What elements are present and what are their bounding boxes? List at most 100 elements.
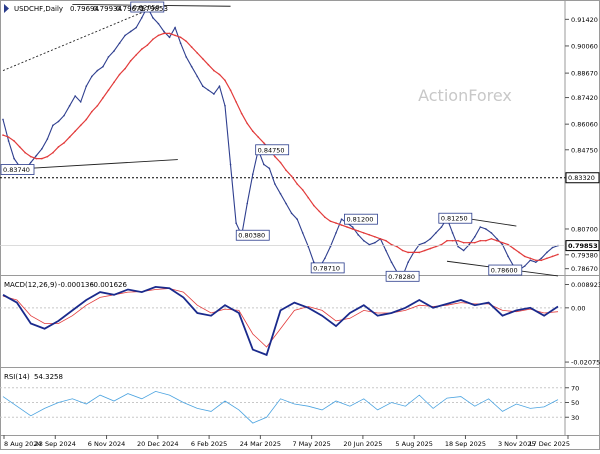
price-point (496, 237, 498, 240)
price-point (185, 56, 187, 58)
ma-point (435, 245, 437, 248)
ma-point (462, 241, 465, 244)
rsi-panel: 70 50 30 RSI(14) 54.3258 (0, 368, 600, 436)
price-point (124, 34, 126, 37)
price-tick-label: 0.84750 (571, 146, 598, 154)
price-point (390, 261, 393, 264)
price-point (235, 222, 237, 224)
ma-point (46, 155, 49, 158)
ma-point (57, 146, 60, 148)
collapse-triangle-icon[interactable] (4, 4, 9, 13)
ma-point (390, 243, 393, 246)
price-point (52, 124, 54, 127)
ma-point (179, 36, 182, 39)
x-tick-label: 20 Jun 2025 (343, 440, 382, 448)
ma-point (18, 146, 21, 148)
ma-point (157, 34, 160, 37)
price-point (329, 245, 332, 248)
ma-point (185, 40, 187, 43)
price-point (174, 26, 176, 29)
price-point (335, 232, 337, 234)
ma-point (557, 253, 559, 256)
ma-point (163, 32, 165, 35)
ma-point (124, 67, 126, 70)
price-point (68, 104, 71, 107)
level-label-box (235, 229, 270, 241)
price-point (490, 232, 493, 234)
price-point (440, 226, 443, 228)
ma-point (374, 236, 376, 238)
macd-tick-label: -0.020759 (571, 359, 600, 367)
price-point (41, 148, 43, 150)
ma-point (346, 226, 348, 228)
ma-point (329, 220, 332, 222)
ma-point (29, 155, 32, 158)
price-tick-label: 0.90060 (571, 42, 598, 50)
ma-point (440, 243, 443, 246)
macd-line (2, 285, 559, 357)
price-point (374, 241, 376, 244)
price-point (523, 265, 526, 267)
rsi-tick-label: 50 (571, 399, 579, 407)
x-tick-label: 7 May 2025 (293, 440, 331, 448)
ma-point (518, 251, 520, 254)
ma-point (457, 239, 459, 242)
ma-point (301, 189, 304, 191)
ma-point (113, 81, 115, 84)
x-tick-label: 17 Dec 2025 (528, 440, 570, 448)
ma-point (468, 241, 471, 244)
price-point (213, 93, 215, 95)
price-point (118, 42, 121, 44)
price-point (296, 218, 298, 220)
price-tick-label: 0.80700 (571, 225, 598, 233)
price-point (290, 212, 293, 215)
macd-value: -0.000136 (58, 281, 94, 289)
level-price-label: 0.83320 (568, 174, 595, 182)
ma-point (407, 251, 409, 254)
ma-point (496, 239, 498, 242)
rsi-line (2, 390, 559, 424)
ma-point (385, 239, 387, 242)
ohlc-high: 0.79934 (93, 5, 122, 13)
price-point (429, 237, 432, 240)
level-label-box (385, 270, 420, 282)
ma-point (490, 237, 493, 240)
ma-point (379, 237, 382, 240)
ma-point (118, 73, 121, 76)
price-point (301, 232, 304, 234)
rsi-tick-label: 30 (571, 414, 579, 422)
ma-point (174, 34, 176, 37)
price-point (2, 118, 4, 121)
ma-point (501, 241, 504, 244)
price-point (529, 259, 532, 262)
price-point (263, 163, 265, 166)
ma-point (551, 255, 554, 258)
ma-point (63, 142, 65, 144)
price-point (63, 114, 65, 117)
ma-point (479, 239, 482, 242)
price-point (13, 157, 15, 160)
ma-point (512, 247, 515, 250)
ma-point (263, 142, 265, 144)
ma-point (229, 89, 232, 91)
ma-point (2, 134, 4, 136)
ohlc-open: 0.79694 (70, 5, 99, 13)
price-tick-label: 0.88670 (571, 70, 598, 78)
price-point (196, 75, 199, 78)
ma-point (52, 151, 54, 154)
ma-point (24, 151, 27, 154)
price-point (157, 22, 160, 25)
price-point (274, 183, 276, 185)
price-point (479, 226, 482, 228)
price-point (74, 95, 76, 97)
price-point (307, 245, 310, 248)
ma-point (307, 196, 310, 199)
ma-point (35, 157, 38, 160)
price-point (451, 232, 454, 234)
price-point (218, 85, 221, 88)
ma-point (446, 239, 448, 242)
ma-point (351, 228, 354, 230)
price-point (368, 243, 371, 246)
ma-point (279, 161, 282, 164)
